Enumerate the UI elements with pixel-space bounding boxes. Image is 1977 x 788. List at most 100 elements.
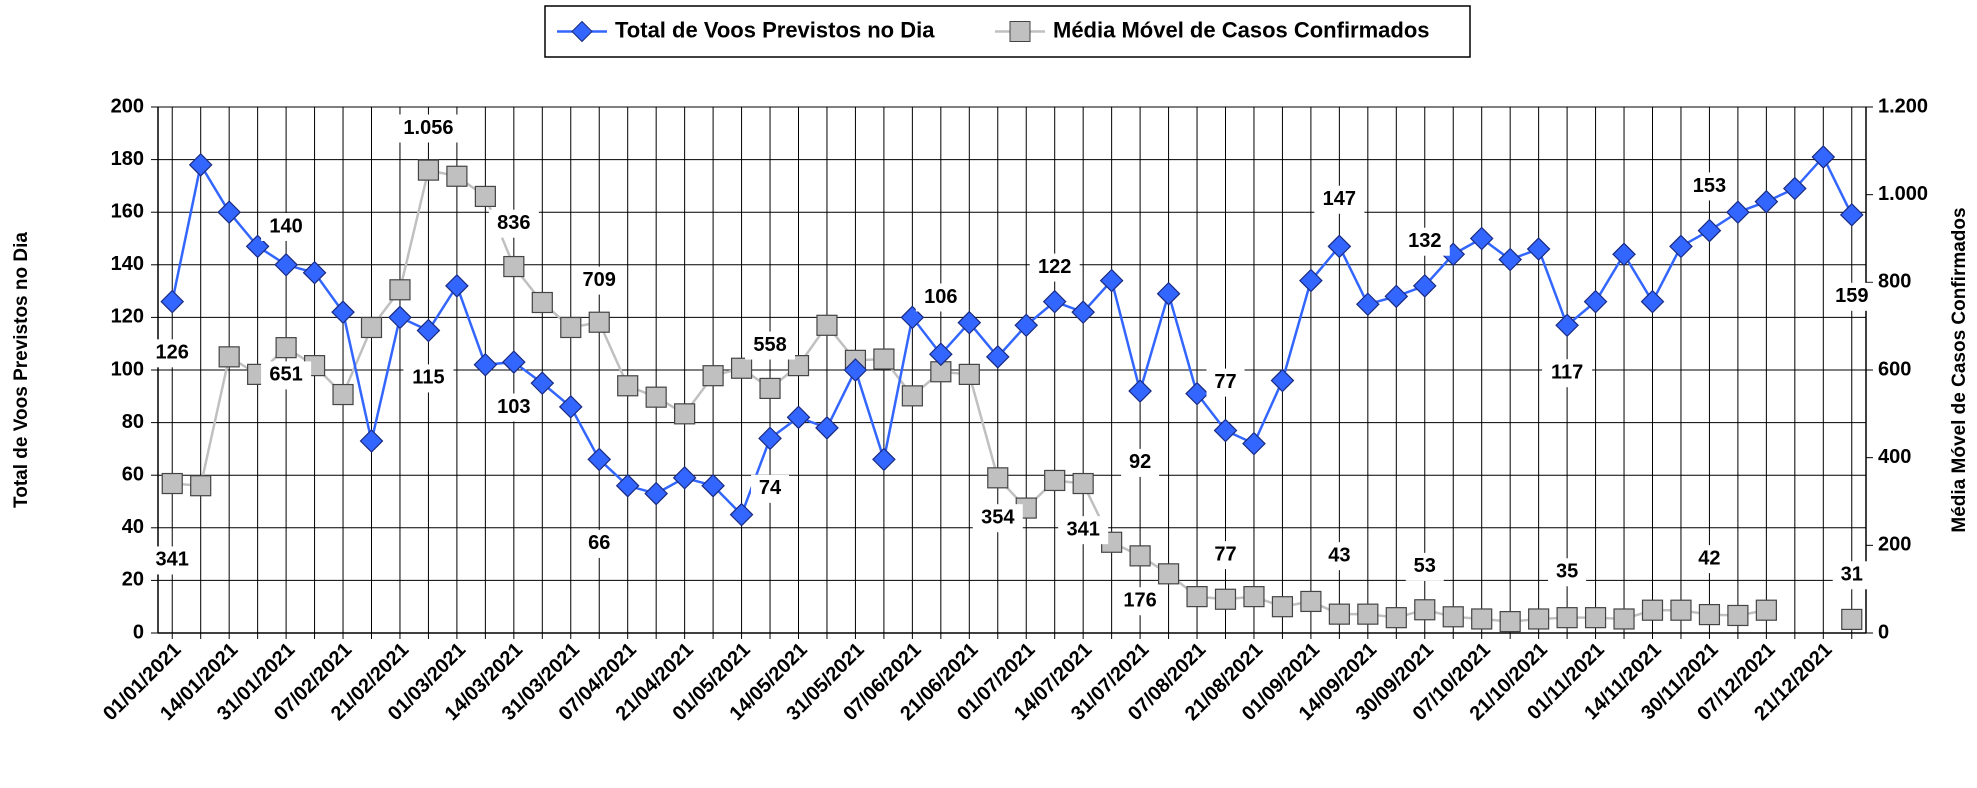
square-marker bbox=[560, 316, 582, 339]
square-marker bbox=[360, 316, 383, 339]
label-bg bbox=[1542, 359, 1593, 388]
diamond-marker bbox=[416, 318, 441, 343]
y-tick-label: 120 bbox=[111, 306, 144, 328]
data-label: 66 bbox=[588, 532, 610, 554]
data-label: 115 bbox=[412, 367, 444, 389]
square-marker bbox=[1584, 607, 1607, 629]
diamond-marker bbox=[331, 300, 355, 324]
data-label: 558 bbox=[753, 334, 786, 356]
square-marker bbox=[1357, 603, 1379, 625]
y2-tick-label: 800 bbox=[1878, 271, 1911, 293]
square-marker bbox=[787, 355, 810, 377]
square-marker bbox=[1442, 606, 1464, 628]
diamond-marker bbox=[1270, 368, 1295, 393]
square-marker bbox=[218, 346, 240, 368]
square-marker bbox=[1471, 608, 1493, 630]
square-marker bbox=[588, 311, 610, 333]
diamond-marker bbox=[1355, 292, 1380, 317]
label-bg bbox=[745, 331, 796, 360]
legend-diamond bbox=[571, 20, 593, 43]
square-marker bbox=[417, 159, 440, 181]
square-marker bbox=[161, 472, 183, 495]
diamond-marker bbox=[501, 350, 526, 374]
square-marker bbox=[474, 185, 496, 208]
diamond-marker bbox=[558, 394, 583, 419]
y2-axis-title: Média Móvel de Casos Confirmados bbox=[1949, 207, 1970, 532]
diamond-marker bbox=[1327, 234, 1352, 259]
diamond-marker bbox=[1185, 381, 1209, 406]
diamond-marker bbox=[672, 465, 697, 490]
square-marker bbox=[1271, 596, 1294, 618]
square-marker bbox=[1670, 599, 1692, 621]
label-bg bbox=[915, 283, 966, 312]
data-label: 354 bbox=[981, 506, 1015, 528]
diamond-marker bbox=[1469, 226, 1494, 251]
label-bg bbox=[147, 339, 198, 368]
data-label: 153 bbox=[1693, 175, 1726, 197]
data-label: 132 bbox=[1408, 230, 1441, 252]
square-marker bbox=[1499, 611, 1521, 633]
y-tick-label: 0 bbox=[133, 621, 144, 643]
label-bg bbox=[1690, 545, 1729, 574]
square-marker bbox=[446, 165, 468, 187]
square-marker bbox=[1556, 607, 1578, 629]
square-marker bbox=[1328, 603, 1350, 625]
diamond-marker bbox=[388, 305, 412, 330]
data-label: 53 bbox=[1414, 555, 1436, 577]
diamond-marker bbox=[1156, 281, 1181, 306]
diamond-marker bbox=[1412, 273, 1437, 298]
data-label: 1.056 bbox=[403, 117, 453, 139]
label-bg bbox=[574, 266, 625, 295]
data-label: 35 bbox=[1556, 561, 1578, 583]
diamond-marker bbox=[1213, 418, 1238, 443]
diamond-marker bbox=[1299, 268, 1323, 293]
data-label: 341 bbox=[156, 549, 189, 571]
diamond-marker bbox=[1640, 289, 1665, 314]
diamond-marker bbox=[815, 416, 839, 440]
square-marker bbox=[1044, 469, 1066, 492]
diamond-marker bbox=[1384, 284, 1409, 309]
label-bg bbox=[1314, 185, 1365, 214]
square-marker bbox=[1243, 586, 1265, 608]
label-bg bbox=[1058, 516, 1109, 545]
square-marker bbox=[275, 337, 297, 359]
square-marker bbox=[617, 375, 639, 397]
data-label: 176 bbox=[1123, 590, 1156, 612]
square-marker bbox=[1385, 607, 1407, 629]
y-tick-label: 180 bbox=[111, 148, 144, 170]
square-marker bbox=[873, 348, 895, 370]
square-marker bbox=[1072, 472, 1094, 495]
label-bg bbox=[972, 504, 1023, 533]
data-label: 106 bbox=[924, 286, 957, 308]
square-marker bbox=[958, 363, 980, 385]
square-marker bbox=[1841, 608, 1863, 631]
diamond-marker bbox=[1697, 218, 1722, 243]
data-label: 126 bbox=[156, 342, 189, 364]
series-line bbox=[172, 170, 1852, 621]
data-label: 103 bbox=[497, 396, 530, 418]
data-label: 77 bbox=[1214, 543, 1236, 565]
diamond-marker bbox=[1099, 268, 1124, 293]
diamond-marker bbox=[872, 447, 896, 472]
label-bg bbox=[261, 212, 312, 241]
label-bg bbox=[488, 209, 539, 238]
label-bg bbox=[1548, 558, 1587, 587]
label-bg bbox=[1206, 368, 1245, 397]
data-label: 140 bbox=[269, 215, 302, 237]
diamond-marker bbox=[1612, 242, 1636, 267]
diamond-marker bbox=[188, 153, 213, 177]
data-label: 341 bbox=[1066, 518, 1099, 540]
square-marker bbox=[1300, 590, 1322, 613]
y2-tick-label: 600 bbox=[1878, 358, 1911, 380]
y2-tick-label: 400 bbox=[1878, 446, 1911, 468]
y-tick-label: 100 bbox=[111, 358, 144, 380]
data-label: 31 bbox=[1841, 564, 1863, 586]
square-marker bbox=[759, 377, 781, 400]
diamond-marker bbox=[1071, 300, 1096, 324]
square-marker bbox=[730, 357, 753, 379]
diamond-marker bbox=[274, 252, 298, 277]
label-bg bbox=[403, 364, 454, 393]
square-marker bbox=[1186, 586, 1208, 608]
data-label: 159 bbox=[1835, 285, 1868, 307]
square-marker bbox=[1727, 604, 1749, 627]
